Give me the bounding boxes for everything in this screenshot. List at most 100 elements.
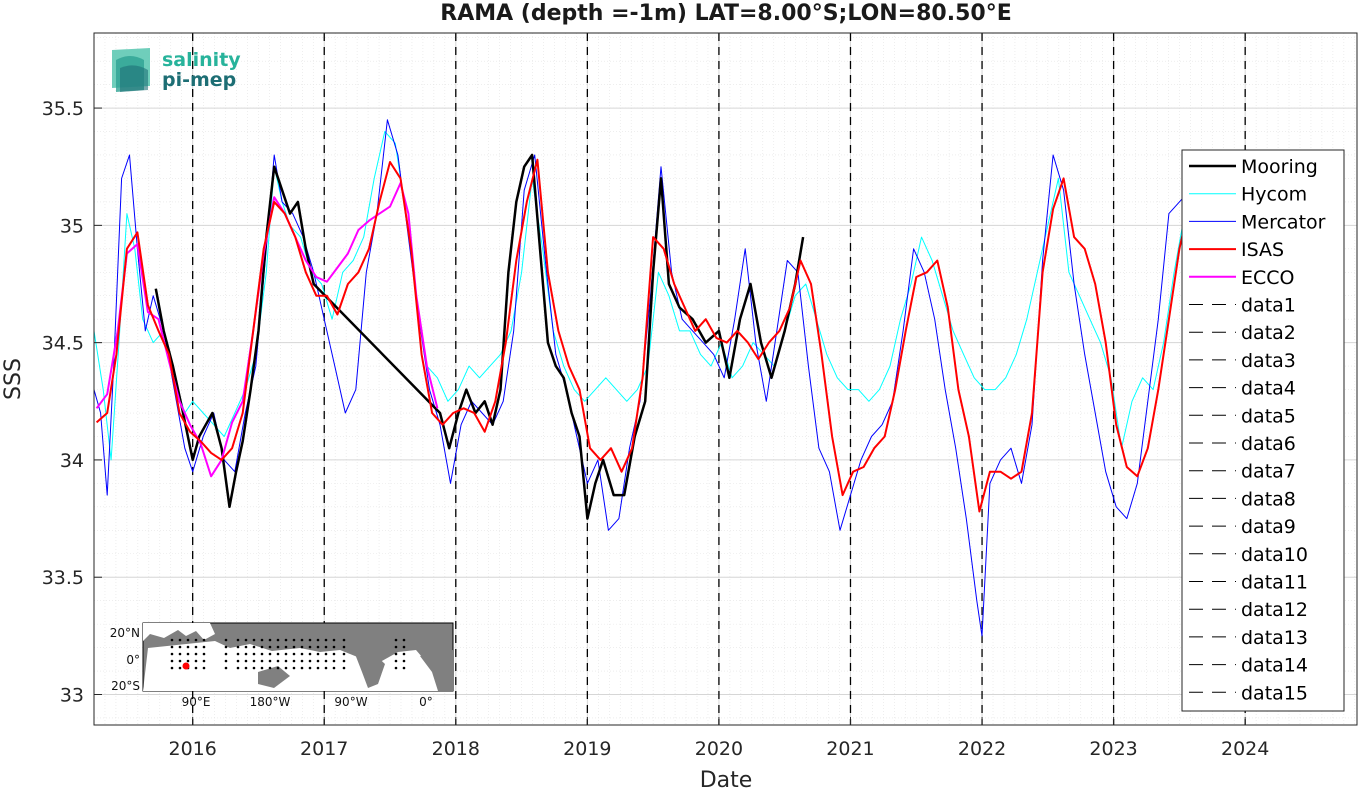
inset-map-mooring-dot [202, 645, 206, 649]
inset-map-mooring-dot [252, 638, 256, 642]
inset-map-australia [258, 666, 290, 688]
inset-map-mooring-dot [394, 666, 398, 670]
inset-map-mooring-dot [402, 638, 406, 642]
inset-lat-label-0: 0° [126, 653, 140, 667]
inset-map-mooring-dot [186, 645, 190, 649]
inset-map-mooring-dot [194, 645, 198, 649]
inset-map-mooring-dot [284, 666, 288, 670]
legend-label-data10: data10 [1241, 544, 1308, 566]
legend-label-hycom: Hycom [1241, 184, 1307, 206]
inset-map-mooring-dot [178, 652, 182, 656]
x-tick-label: 2024 [1221, 738, 1269, 760]
inset-map-mooring-dot [170, 652, 174, 656]
inset-map-moorings [170, 638, 406, 670]
inset-map-mooring-dot [224, 652, 228, 656]
inset-map-mooring-dot [252, 666, 256, 670]
x-axis-label: Date [700, 768, 753, 790]
inset-map-mooring-dot [260, 645, 264, 649]
legend-label-data1: data1 [1241, 295, 1296, 317]
inset-map-mooring-dot [268, 652, 272, 656]
legend-label-isas: ISAS [1241, 239, 1284, 261]
inset-map-mooring-dot [268, 666, 272, 670]
inset-map-mooring-dot [244, 645, 248, 649]
legend-label-data14: data14 [1241, 655, 1308, 677]
legend-label-data11: data11 [1241, 572, 1308, 594]
x-tick-label: 2023 [1089, 738, 1137, 760]
legend-label-data3: data3 [1241, 350, 1296, 372]
inset-map-mooring-dot [276, 666, 280, 670]
inset-map-mooring-dot [252, 652, 256, 656]
inset-map-mooring-dot [236, 638, 240, 642]
inset-map-mooring-dot [276, 659, 280, 663]
inset-map-mooring-dot [394, 652, 398, 656]
inset-map-mooring-dot [342, 645, 346, 649]
series-line-mooring [154, 153, 805, 520]
inset-map-mooring-dot [308, 659, 312, 663]
y-axis-label: SSS [1, 358, 26, 400]
inset-map-mooring-dot [194, 652, 198, 656]
inset-map-mooring-dot [316, 638, 320, 642]
inset-map-mooring-dot [324, 638, 328, 642]
inset-map-mooring-dot [170, 666, 174, 670]
legend-label-mercator: Mercator [1241, 211, 1326, 233]
inset-map-mooring-dot [170, 659, 174, 663]
x-ticks: 2016 2017 2018 2019 2020 2021 2022 2023 2024 [168, 717, 1269, 760]
legend-label-data5: data5 [1241, 405, 1296, 427]
inset-map-mooring-dot [194, 638, 198, 642]
inset-map-mooring-dot [276, 645, 280, 649]
inset-map-mooring-dot [332, 666, 336, 670]
inset-map-mooring-dot [394, 645, 398, 649]
inset-map-mooring-dot [300, 652, 304, 656]
legend-box [1181, 149, 1345, 712]
legend-label-data13: data13 [1241, 627, 1308, 649]
inset-map-mooring-dot [284, 659, 288, 663]
inset-map-mooring-dot [170, 645, 174, 649]
inset-lat-label-20s: 20°S [111, 679, 140, 693]
inset-map-mooring-dot [332, 659, 336, 663]
inset-map-mooring-dot [324, 645, 328, 649]
inset-map-mooring-dot [402, 645, 406, 649]
inset-map-mooring-dot [394, 659, 398, 663]
inset-map-sea-region [143, 623, 215, 641]
inset-map-mooring-dot [292, 652, 296, 656]
inset-map-mooring-dot [284, 645, 288, 649]
inset-map-mooring-dot [276, 652, 280, 656]
salinity-pi-mep-logo: salinity pi-mep [112, 48, 241, 92]
inset-map-mooring-dot [260, 666, 264, 670]
x-tick-label: 2021 [826, 738, 874, 760]
legend-label-data4: data4 [1241, 378, 1296, 400]
inset-map: 20°N 0° 20°S 90°E 180°W 90°W 0° [110, 622, 454, 709]
legend-label-data2: data2 [1241, 322, 1296, 344]
inset-map-mooring-dot [284, 638, 288, 642]
inset-map-mooring-dot [178, 659, 182, 663]
inset-map-mooring-dot [224, 666, 228, 670]
logo-text-pi-mep: pi-mep [162, 69, 236, 91]
legend: Mooring Hycom Mercator ISAS ECCO data1 data2 da… [1181, 149, 1345, 712]
plot-frame [93, 32, 1358, 726]
inset-map-mooring-dot [276, 638, 280, 642]
inset-map-mooring-dot [268, 638, 272, 642]
inset-map-mooring-dot [268, 645, 272, 649]
plot-area: 2016 2017 2018 2019 2020 2021 2022 2023 2024 333… [42, 32, 1358, 760]
inset-map-mooring-dot [260, 659, 264, 663]
inset-map-mooring-dot [300, 666, 304, 670]
inset-map-mooring-dot [284, 652, 288, 656]
legend-label-data8: data8 [1241, 488, 1296, 510]
inset-map-mooring-dot [394, 638, 398, 642]
inset-map-mooring-dot [292, 666, 296, 670]
inset-map-mooring-dot [178, 645, 182, 649]
inset-map-mooring-dot [244, 659, 248, 663]
inset-map-mooring-dot [402, 666, 406, 670]
legend-label-data7: data7 [1241, 461, 1296, 483]
inset-map-mooring-dot [194, 659, 198, 663]
inset-map-mooring-dot [236, 652, 240, 656]
inset-map-mooring-dot [292, 645, 296, 649]
x-tick-label: 2022 [958, 738, 1006, 760]
inset-map-mooring-dot [186, 659, 190, 663]
y-tick-label: 35.5 [42, 98, 84, 120]
inset-lon-label-0: 0° [419, 695, 433, 709]
logo-text-salinity: salinity [162, 49, 241, 71]
inset-map-mooring-dot [202, 666, 206, 670]
inset-map-mooring-dot [194, 666, 198, 670]
inset-map-mooring-dot [178, 638, 182, 642]
